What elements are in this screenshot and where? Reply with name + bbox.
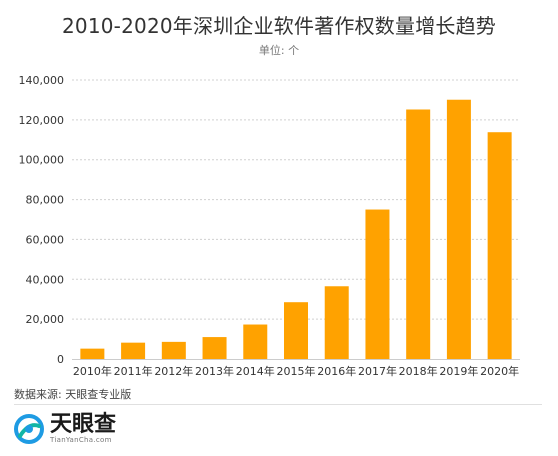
x-tick-label: 2011年: [114, 364, 153, 378]
bar: [487, 132, 512, 359]
x-tick-label: 2010年: [73, 364, 112, 378]
bar: [161, 341, 186, 359]
y-tick-label: 100,000: [19, 154, 65, 167]
chart-title: 2010-2020年深圳企业软件著作权数量增长趋势: [61, 14, 496, 38]
y-tick-label: 140,000: [19, 74, 65, 87]
bar: [202, 337, 227, 359]
x-tick-label: 2018年: [399, 364, 438, 378]
bar: [243, 324, 268, 359]
bar: [406, 109, 431, 359]
x-tick-label: 2014年: [236, 364, 275, 378]
y-tick-label: 0: [57, 353, 64, 366]
bar: [121, 342, 146, 359]
chart-unit: 单位: 个: [258, 44, 300, 57]
y-tick-label: 40,000: [26, 273, 65, 286]
x-tick-label: 2017年: [358, 364, 397, 378]
footer-divider: [14, 404, 542, 405]
y-tick-label: 20,000: [26, 313, 65, 326]
x-tick-label: 2016年: [317, 364, 356, 378]
x-tick-label: 2020年: [480, 364, 519, 378]
bar: [446, 99, 471, 360]
tianyancha-logo-icon: [14, 414, 44, 444]
brand-name: 天眼查: [50, 412, 117, 437]
x-tick-label: 2013年: [195, 364, 234, 378]
bar: [80, 348, 105, 359]
brand-logo: 天眼查 TianYanCha.com: [14, 414, 116, 444]
bar: [324, 286, 349, 359]
y-tick-label: 60,000: [26, 233, 65, 246]
x-tick-label: 2015年: [277, 364, 316, 378]
brand-url: TianYanCha.com: [50, 436, 112, 444]
y-tick-label: 80,000: [26, 194, 65, 207]
data-source: 数据来源: 天眼查专业版: [14, 388, 132, 401]
bar: [365, 209, 390, 359]
bar: [284, 302, 308, 359]
y-tick-label: 120,000: [19, 114, 65, 127]
x-tick-label: 2019年: [439, 364, 478, 378]
x-tick-label: 2012年: [154, 364, 193, 378]
